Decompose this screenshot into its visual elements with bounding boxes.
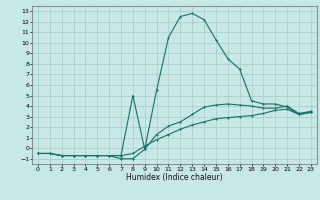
X-axis label: Humidex (Indice chaleur): Humidex (Indice chaleur) (126, 173, 223, 182)
